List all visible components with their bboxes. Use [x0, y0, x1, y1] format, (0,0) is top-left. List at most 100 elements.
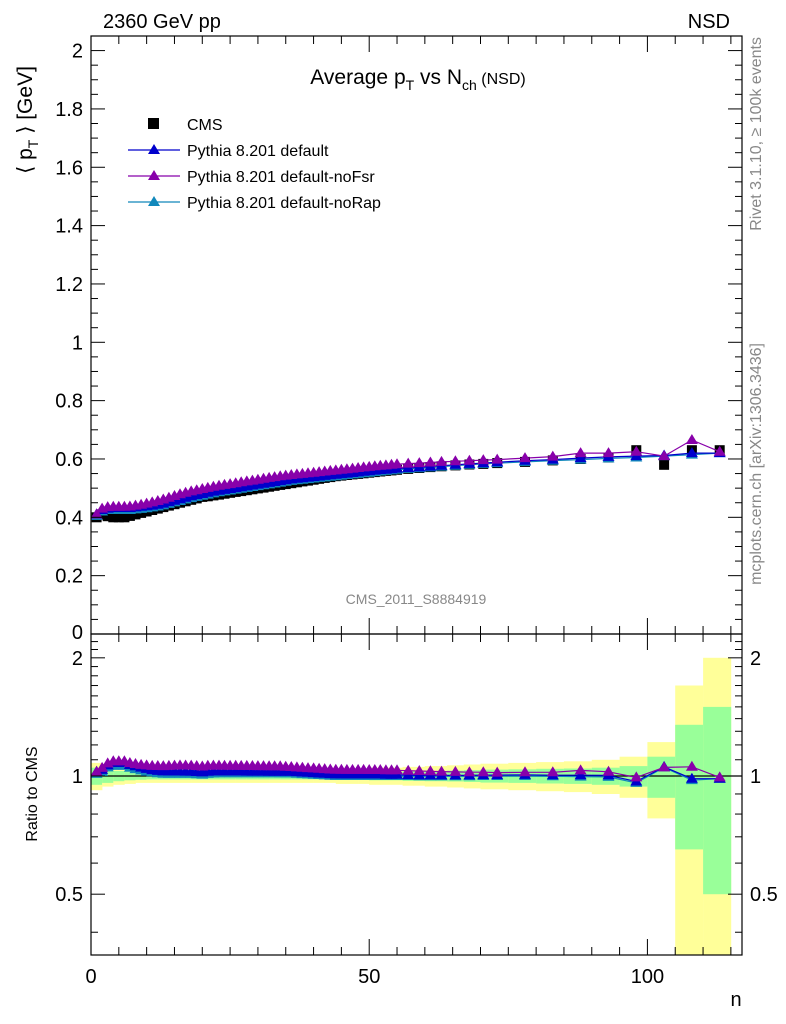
ratio-ytick-label: 1	[72, 766, 83, 788]
point-cms	[119, 512, 130, 523]
point-cms	[659, 459, 670, 470]
chart-title: Average pT vs Nch (NSD)	[310, 66, 525, 93]
point-nofsr	[402, 457, 415, 468]
ratio-marks	[90, 755, 726, 787]
ratio-frame	[90, 633, 743, 956]
main-ytick-label: 1.8	[55, 99, 83, 121]
main-ytick-label: 0.6	[55, 449, 83, 471]
ratio-ytick-label: 2	[72, 648, 83, 670]
point-nofsr	[685, 434, 698, 444]
ratio-ytick-label-right: 1	[750, 766, 761, 788]
point-cms	[113, 512, 124, 523]
point-nofsr	[491, 453, 504, 464]
point-nofsr	[477, 454, 490, 465]
title-mid: vs N	[414, 66, 462, 89]
title-main: Average p	[310, 66, 405, 89]
main-ytick-label: 0.8	[55, 391, 83, 413]
main-ytick-label: 0.2	[55, 566, 83, 588]
ratio-point-nofsr	[90, 765, 103, 776]
ratio-point-nofsr	[435, 765, 448, 776]
legend-marker-cms	[148, 118, 159, 129]
main-ytick-label: 1.6	[55, 157, 83, 179]
legend-label-norap: Pythia 8.201 default-noRap	[187, 195, 381, 212]
point-nofsr	[90, 508, 103, 519]
ratio-ytick-label-right: 0.5	[750, 884, 778, 906]
legend-marker-nofsr	[148, 170, 160, 180]
point-default	[685, 447, 698, 458]
legend-label-default: Pythia 8.201 default	[187, 143, 329, 160]
ylabel-close: ⟩ [GeV]	[14, 66, 37, 140]
point-nofsr	[658, 450, 671, 461]
ratio-point-nofsr	[391, 764, 403, 775]
point-nofsr	[519, 452, 531, 463]
point-nofsr	[449, 455, 462, 466]
ratio-xtick-label: 50	[358, 966, 380, 988]
ratio-point-nofsr	[491, 766, 504, 777]
legend: CMS Pythia 8.201 default Pythia 8.201 de…	[128, 117, 381, 212]
header-right: NSD	[688, 11, 730, 33]
point-nofsr	[391, 458, 403, 469]
header-left: 2360 GeV pp	[103, 11, 221, 33]
ratio-point-nofsr	[630, 771, 643, 782]
ratio-point-nofsr	[413, 765, 426, 775]
x-axis-label: n	[730, 989, 741, 1011]
ratio-ytick-label-right: 2	[750, 648, 761, 670]
main-marks	[90, 434, 726, 523]
title-sub1: T	[406, 77, 415, 93]
legend-marker-norap	[148, 196, 160, 206]
ratio-xtick-label: 0	[85, 966, 96, 988]
point-nofsr	[602, 447, 615, 458]
point-cms	[124, 510, 135, 521]
ratio-panel: 0.5 0.5 1 1 2 2 0 50 100 Ratio to CMS n	[24, 633, 778, 1011]
point-nofsr	[435, 455, 448, 466]
ratio-point-nofsr	[449, 765, 462, 776]
main-ytick-label-zero: 0	[72, 622, 83, 644]
ratio-point-nofsr	[402, 764, 415, 775]
point-nofsr	[463, 454, 476, 465]
main-ytick-label: 1	[72, 332, 83, 354]
ratio-ticks: 0.5 0.5 1 1 2 2 0 50 100	[55, 634, 778, 988]
mcplots-label: mcplots.cern.ch [arXiv:1306.3436]	[748, 343, 765, 585]
point-cms	[102, 511, 113, 522]
point-nofsr	[546, 450, 559, 461]
main-ticks: 0.2 0.4 0.6 0.8 1 1.2 1.4 1.6 1.8 2 0	[55, 36, 742, 644]
main-panel: 0.20.40.60.811.21.41.61.820 Average pT v…	[14, 35, 743, 644]
ratio-xtick-label: 100	[631, 966, 664, 988]
point-cms	[130, 509, 141, 520]
ratio-point-nofsr	[477, 766, 490, 777]
band-green	[703, 706, 732, 895]
point-nofsr	[713, 445, 726, 456]
point-nofsr	[574, 447, 587, 458]
ratio-point-nofsr	[658, 761, 671, 772]
ylabel-open: ⟨ p	[14, 148, 37, 174]
ylabel-sub: T	[25, 139, 41, 148]
ratio-point-nofsr	[424, 765, 437, 776]
main-ylabel: ⟨ pT ⟩ [GeV]	[14, 66, 41, 174]
title-sub2: ch	[462, 77, 477, 93]
legend-label-nofsr: Pythia 8.201 default-noFsr	[187, 169, 375, 186]
legend-marker-default	[148, 144, 160, 154]
ratio-point-nofsr	[546, 766, 559, 777]
main-ytick-label: 1.2	[55, 274, 83, 296]
legend-label-cms: CMS	[187, 117, 223, 134]
point-nofsr	[630, 445, 643, 456]
ratio-point-nofsr	[574, 764, 587, 775]
point-nofsr	[424, 456, 437, 467]
rivet-label: Rivet 3.1.10, ≥ 100k events	[748, 37, 765, 231]
ratio-point-nofsr	[519, 766, 531, 777]
ratio-ylabel: Ratio to CMS	[24, 746, 41, 841]
ratio-point-nofsr	[602, 765, 615, 776]
band-green	[675, 724, 704, 850]
ratio-point-default	[685, 772, 698, 783]
ratio-bands	[91, 657, 742, 955]
main-ytick-label: 2	[72, 41, 83, 63]
ratio-point-nofsr	[713, 771, 726, 782]
point-cms	[108, 512, 119, 523]
ratio-ytick-label: 0.5	[55, 884, 83, 906]
ratio-point-nofsr	[685, 760, 698, 771]
ratio-point-nofsr	[463, 766, 476, 777]
title-suffix: (NSD)	[477, 71, 526, 88]
main-ytick-label: 1.4	[55, 216, 83, 238]
band-green	[647, 756, 676, 798]
